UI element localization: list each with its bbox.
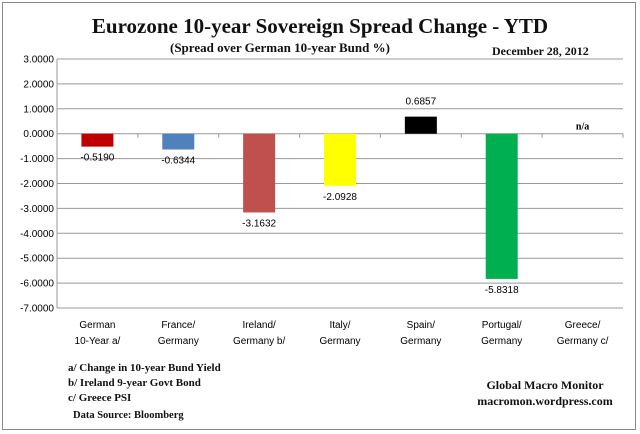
bar xyxy=(485,133,518,279)
y-tick-label: -6.0000 xyxy=(20,279,54,290)
bar xyxy=(324,133,356,186)
x-tick-label: Germany xyxy=(319,336,360,347)
y-tick-label: -2.0000 xyxy=(20,179,54,190)
footnote-c: c/ Greece PSI xyxy=(68,392,132,404)
bar xyxy=(243,133,276,213)
bar xyxy=(404,116,437,134)
chart-title: Eurozone 10-year Sovereign Spread Change… xyxy=(91,14,549,38)
data-label: -5.8318 xyxy=(485,285,519,296)
x-tick-label: Germany c/ xyxy=(557,336,609,347)
brand-url: macromon.wordpress.com xyxy=(477,394,613,408)
data-label: -2.0928 xyxy=(323,192,357,203)
data-label: -0.6344 xyxy=(161,155,195,166)
x-tick-label: Ireland/ xyxy=(242,320,276,331)
chart-subtitle: (Spread over German 10-year Bund %) xyxy=(170,40,390,55)
footnote-a: a/ Change in 10-year Bund Yield xyxy=(68,362,221,374)
x-tick-label: Portugal/ xyxy=(482,320,522,331)
footnote-b: b/ Ireland 9-year Govt Bond xyxy=(68,377,201,389)
x-tick-label: Spain/ xyxy=(407,320,436,331)
y-tick-label: 1.0000 xyxy=(23,104,54,115)
data-label: 0.6857 xyxy=(406,97,437,108)
brand-name: Global Macro Monitor xyxy=(486,378,604,392)
y-tick-label: 0.0000 xyxy=(23,129,54,140)
x-tick-label: France/ xyxy=(161,320,195,331)
data-label: n/a xyxy=(576,122,589,133)
bar xyxy=(162,133,195,150)
x-tick-label: German xyxy=(79,320,115,331)
y-tick-label: -1.0000 xyxy=(20,154,54,165)
data-label: -0.5190 xyxy=(80,153,114,164)
y-tick-label: -3.0000 xyxy=(20,204,54,215)
y-tick-label: 3.0000 xyxy=(23,55,54,66)
data-label: -3.1632 xyxy=(242,218,276,229)
y-tick-label: 2.0000 xyxy=(23,79,54,90)
x-tick-label: Germany xyxy=(481,336,522,347)
y-tick-label: -5.0000 xyxy=(20,254,54,265)
x-tick-label: Italy/ xyxy=(329,320,350,331)
chart-frame xyxy=(2,2,636,430)
x-tick-label: 10-Year a/ xyxy=(75,336,121,347)
bar xyxy=(81,133,114,147)
chart-date: December 28, 2012 xyxy=(492,44,589,58)
x-tick-label: Germany b/ xyxy=(233,336,285,347)
y-tick-label: -7.0000 xyxy=(20,304,54,315)
x-tick-label: Germany xyxy=(158,336,199,347)
x-tick-label: Greece/ xyxy=(565,320,601,331)
y-tick-label: -4.0000 xyxy=(20,229,54,240)
x-tick-label: Germany xyxy=(400,336,441,347)
data-source: Data Source: Bloomberg xyxy=(73,410,184,421)
